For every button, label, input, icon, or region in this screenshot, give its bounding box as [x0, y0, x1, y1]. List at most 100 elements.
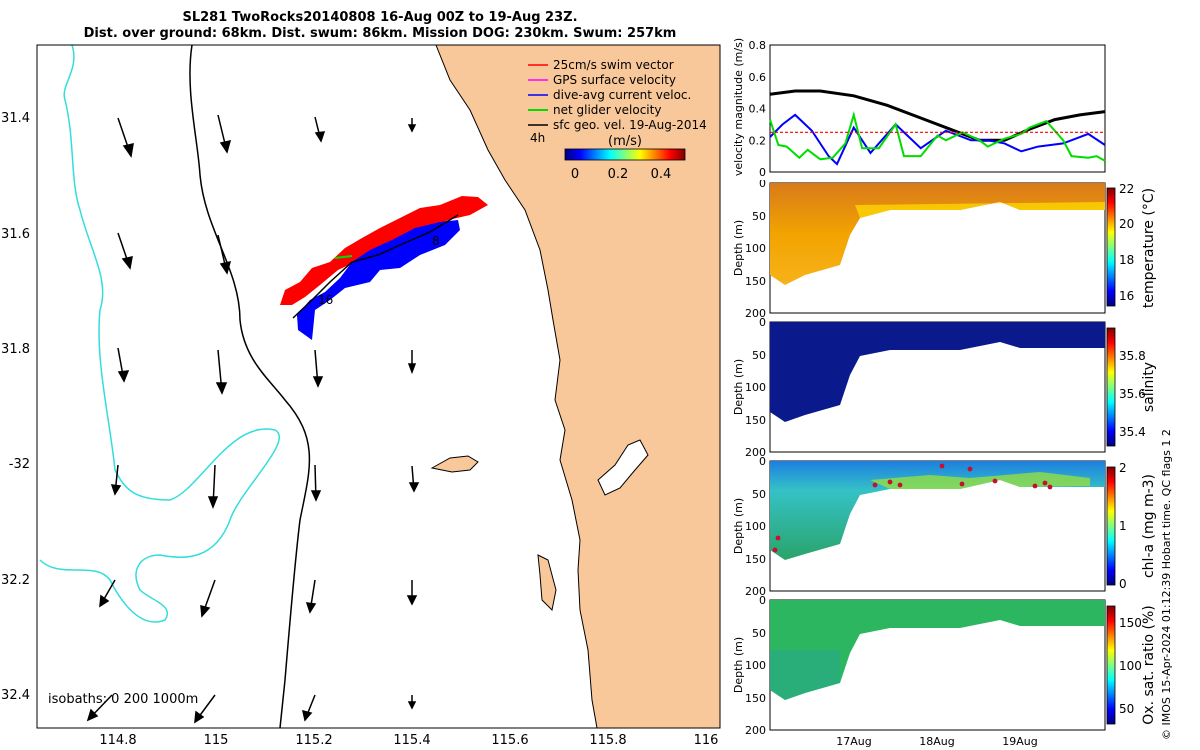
map-border [36, 44, 721, 729]
temperature-yticks: 0 50 100 150 200 [745, 180, 766, 320]
lat-tick: 31.6 [1, 227, 30, 242]
legend-label-geo: sfc geo. vel. 19-Aug-2014 [553, 118, 707, 132]
lon-tick: 115.2 [295, 733, 332, 748]
legend-label-swim: 25cm/s swim vector [553, 58, 674, 72]
time-tick: 19Aug [1002, 735, 1037, 748]
isobath-200m [189, 44, 311, 729]
velocity-ytick: 0.6 [749, 71, 767, 84]
title-line1: SL281 TwoRocks20140808 16-Aug 00Z to 19-… [182, 10, 578, 25]
ytick: 0 [759, 180, 766, 190]
ytick: 100 [745, 659, 766, 672]
velocity-ytick: 0 [759, 166, 766, 179]
lat-tick: 31.8 [1, 342, 30, 357]
cb-tick: 0 [571, 167, 579, 182]
time-tick: 18Aug [919, 735, 954, 748]
salinity-section: Depth (m) 0 50 100 150 200 35.8 35.6 35.… [732, 316, 1157, 459]
salinity-field [770, 322, 1105, 422]
cbtick: 35.6 [1119, 387, 1146, 401]
temperature-ylabel: Depth (m) [732, 220, 745, 276]
velocity-series-net-glider-velocity [769, 111, 1106, 162]
current-vector-fan [297, 220, 460, 340]
ytick: 150 [745, 553, 766, 566]
velocity-chart: 0 0.2 0.4 0.6 0.8 velocity magnitude (m/s) [732, 38, 1106, 179]
chla-colorbar [1106, 466, 1116, 586]
ytick: 200 [745, 307, 766, 320]
colorbar-units: (m/s) [608, 134, 642, 149]
section-panels: Depth (m) 0 50 100 150 200 22 20 18 16 t… [732, 180, 1157, 748]
ytick: 50 [752, 349, 766, 362]
salinity-yticks: 0 50 100 150 200 [745, 316, 766, 459]
scale-label: 4h [530, 131, 545, 145]
lat-tick: -32 [9, 457, 30, 472]
sandbank-shape [537, 554, 557, 612]
velocity-ylabel: velocity magnitude (m/s) [732, 38, 745, 176]
chla-cblabel: chl-a (mg m-3) [1141, 474, 1157, 578]
lat-tick: 32.2 [1, 573, 30, 588]
oxygen-deep-tone [770, 650, 840, 700]
lon-tick: 115.8 [589, 733, 626, 748]
salinity-cbticks: 35.8 35.6 35.4 [1119, 349, 1146, 439]
glider-track [292, 214, 459, 319]
ytick: 200 [745, 724, 766, 737]
track-label-start: 16 [318, 293, 333, 307]
cbtick: 35.8 [1119, 349, 1146, 363]
map-colorbar-ticks: 0 0.2 0.4 [571, 167, 671, 182]
temperature-cbticks: 22 20 18 16 [1119, 182, 1134, 303]
lon-tick: 116 [694, 733, 719, 748]
copyright-footer: © IMOS 15-Apr-2024 01:12:39 Hobart time.… [1160, 429, 1173, 740]
cbtick: 18 [1119, 253, 1134, 267]
temperature-section: Depth (m) 0 50 100 150 200 22 20 18 16 t… [732, 180, 1157, 320]
ytick: 0 [759, 455, 766, 468]
oxygen-colorbar [1106, 605, 1116, 725]
inlet-shape [597, 439, 649, 496]
chla-ylabel: Depth (m) [732, 498, 745, 554]
cbtick: 20 [1119, 217, 1134, 231]
track-map: 16 8 31.4 31.6 31.8 -32 32.2 32.4 114.8 … [1, 44, 721, 748]
chla-hotspots [772, 463, 1053, 553]
map-lat-ticks: 31.4 31.6 31.8 -32 32.2 32.4 [1, 111, 30, 703]
legend-label-current: dive-avg current veloc. [553, 88, 691, 102]
lat-tick: 31.4 [1, 111, 30, 126]
land-area [435, 44, 721, 729]
ytick: 0 [759, 316, 766, 329]
velocity-ytick: 0.8 [749, 39, 767, 52]
track-label-mid: 8 [432, 234, 440, 248]
velocity-yticks: 0 0.2 0.4 0.6 0.8 [749, 39, 767, 179]
cb-tick: 0.4 [651, 167, 672, 182]
island-shape [430, 455, 479, 473]
lon-tick: 115.6 [491, 733, 528, 748]
map-lon-ticks: 114.8 115 115.2 115.4 115.6 115.8 116 [99, 733, 718, 748]
cbtick: 1 [1119, 519, 1127, 533]
cb-tick: 0.2 [608, 167, 629, 182]
velocity-series-dive-avg-current-veloc- [769, 113, 1106, 166]
lon-tick: 115.4 [393, 733, 430, 748]
chla-cbticks: 2 1 0 [1119, 461, 1127, 591]
isobath-1000m [39, 44, 281, 623]
oxygen-section: Depth (m) 0 50 100 150 200 150 100 50 Ox… [732, 594, 1157, 737]
salinity-colorbar [1106, 327, 1116, 447]
ytick: 200 [745, 446, 766, 459]
ytick: 150 [745, 275, 766, 288]
map-colorbar [564, 148, 686, 161]
cbtick: 16 [1119, 289, 1134, 303]
ytick: 50 [752, 627, 766, 640]
chla-section: Depth (m) 0 50 100 150 200 2 1 0 chl-a (… [732, 455, 1157, 598]
oxygen-field [770, 600, 1105, 700]
temperature-colorbar [1106, 187, 1116, 307]
ytick: 200 [745, 585, 766, 598]
cbtick: 35.4 [1119, 425, 1146, 439]
velocity-ytick: 0.4 [749, 103, 767, 116]
ytick: 0 [759, 594, 766, 607]
salinity-cblabel: salinity [1141, 362, 1157, 412]
time-tick: 17Aug [836, 735, 871, 748]
cbtick: 0 [1119, 577, 1127, 591]
oxygen-yticks: 0 50 100 150 200 [745, 594, 766, 737]
ytick: 150 [745, 414, 766, 427]
temperature-warm-layer [855, 202, 1105, 218]
cbtick: 100 [1119, 659, 1142, 673]
geo-velocity-arrows [86, 114, 420, 724]
map-legend: 25cm/s swim vector GPS surface velocity … [528, 58, 707, 149]
oxygen-cbticks: 150 100 50 [1119, 616, 1142, 716]
velocity-series [769, 89, 1106, 166]
cbtick: 50 [1119, 702, 1134, 716]
